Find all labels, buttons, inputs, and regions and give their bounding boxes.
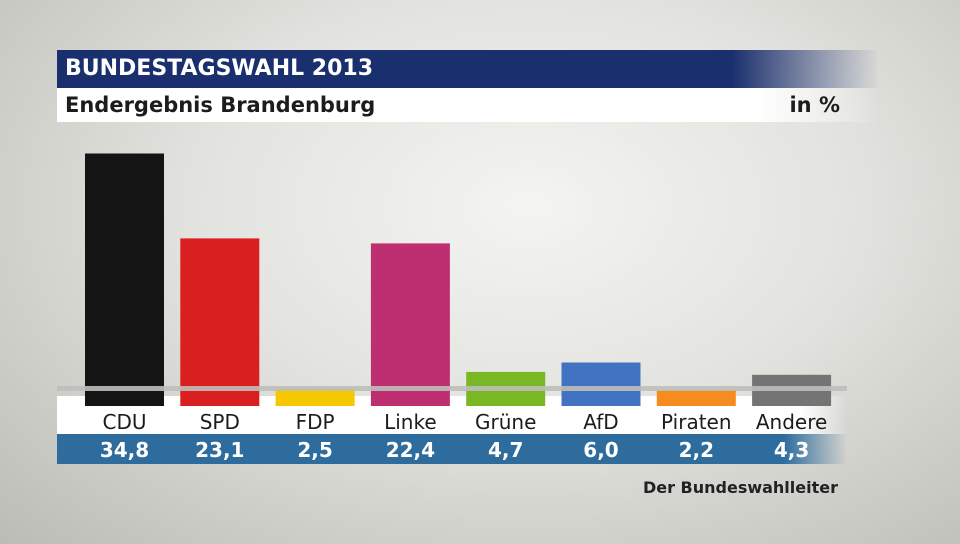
- category-label: AfD: [583, 410, 618, 434]
- category-label: Andere: [756, 410, 827, 434]
- bar-piraten: [656, 390, 736, 406]
- value-label: 23,1: [195, 438, 244, 462]
- category-label-group: CDU SPD FDP Linke Grüne AfD Piraten Andere: [102, 410, 827, 434]
- value-label: 4,3: [774, 438, 809, 462]
- value-label: 2,5: [297, 438, 332, 462]
- value-label: 34,8: [100, 438, 149, 462]
- value-label-band: [57, 434, 847, 464]
- bar-afd: [561, 362, 641, 406]
- chart-subtitle: Endergebnis Brandenburg in %: [57, 88, 880, 122]
- chart-subtitle-text: Endergebnis Brandenburg: [65, 93, 376, 117]
- value-label: 4,7: [488, 438, 523, 462]
- bar-spd: [180, 238, 260, 406]
- value-label: 2,2: [679, 438, 714, 462]
- chart-title-text: BUNDESTAGSWAHL 2013: [65, 56, 374, 81]
- bar-cdu: [85, 153, 164, 406]
- category-label: Piraten: [661, 410, 731, 434]
- category-label: SPD: [200, 410, 240, 434]
- category-label: FDP: [296, 410, 335, 434]
- baseline: [57, 386, 847, 391]
- category-label: CDU: [102, 410, 146, 434]
- bar-linke: [370, 243, 450, 406]
- source-credit: Der Bundeswahlleiter: [642, 478, 838, 497]
- bar-fdp: [275, 387, 355, 406]
- category-label: Linke: [384, 410, 437, 434]
- chart-title: BUNDESTAGSWAHL 2013: [57, 50, 880, 88]
- category-label: Grüne: [475, 410, 536, 434]
- bar-group: [85, 153, 832, 406]
- value-label: 22,4: [386, 438, 435, 462]
- unit-label: in %: [789, 93, 840, 117]
- value-label-group: 34,8 23,1 2,5 22,4 4,7 6,0 2,2 4,3: [100, 438, 809, 462]
- value-label: 6,0: [583, 438, 618, 462]
